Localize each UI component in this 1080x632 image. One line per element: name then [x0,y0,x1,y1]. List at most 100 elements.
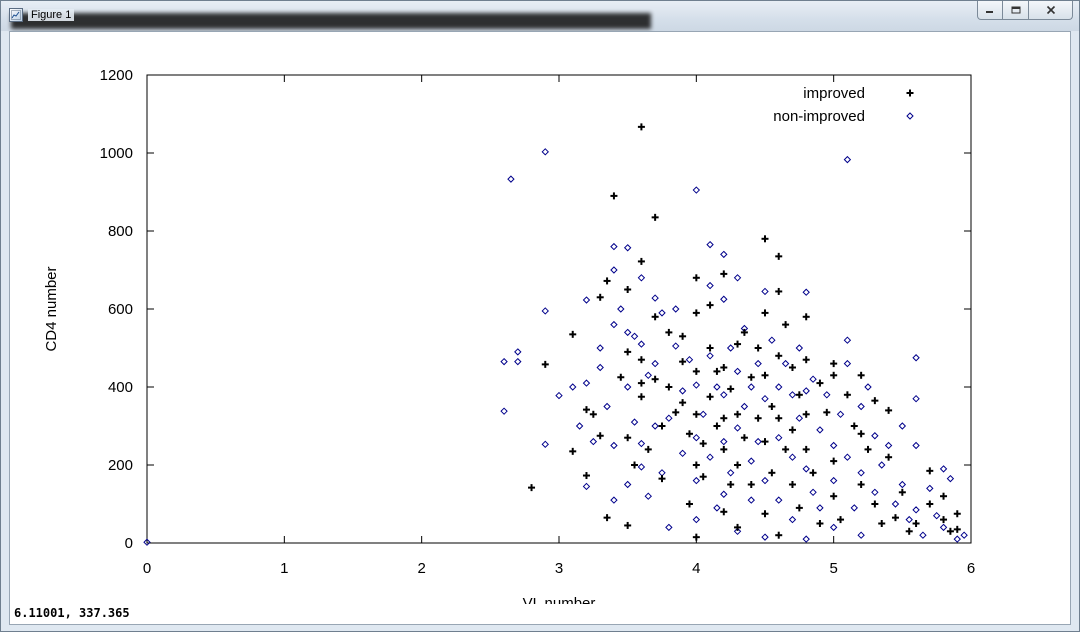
data-point-improved [788,481,796,488]
data-point-improved [775,414,783,422]
data-point-non-improved [143,538,151,546]
data-point-non-improved [726,344,735,352]
data-point-improved [775,352,783,360]
data-point-non-improved [720,295,728,303]
data-point-improved [734,340,742,348]
data-point-non-improved [912,506,920,514]
data-point-improved [850,422,858,430]
close-button[interactable] [1029,1,1073,20]
data-point-non-improved [637,340,646,348]
data-point-non-improved [706,453,714,461]
y-axis-label: CD4 number [43,266,60,351]
data-point-non-improved [665,523,673,532]
data-point-improved [603,514,611,522]
data-point-non-improved [706,281,714,290]
data-point-non-improved [610,441,618,450]
data-point-improved [953,525,961,533]
data-point-improved [651,313,659,321]
data-point-improved [775,531,783,539]
data-point-improved [857,430,865,438]
data-point-improved [830,360,838,368]
data-point-improved [665,383,673,391]
data-point-improved [637,393,645,401]
data-point-improved [679,332,687,340]
data-point-non-improved [829,523,838,532]
data-point-improved [569,447,577,455]
data-point-non-improved [809,375,817,383]
data-point-improved [754,414,762,422]
data-point-improved [864,445,872,453]
figure-app-icon[interactable] [9,8,23,22]
data-point-non-improved [960,531,968,539]
data-point-improved [782,445,790,453]
data-point-non-improved [596,363,604,372]
data-point-improved [720,445,728,453]
data-point-non-improved [692,186,701,194]
data-point-non-improved [788,391,797,399]
data-point-non-improved [706,240,714,249]
data-point-improved [713,367,721,375]
data-point-non-improved [610,320,618,329]
data-point-improved [802,356,810,364]
data-point-non-improved [953,535,961,543]
data-point-non-improved [582,379,591,387]
minimize-button[interactable] [977,1,1003,20]
data-point-non-improved [637,463,646,471]
data-point-non-improved [500,407,508,415]
data-point-improved [795,391,803,399]
data-point-improved [727,385,735,393]
data-point-improved [651,375,659,383]
data-point-improved [589,410,597,418]
data-point-improved [747,481,755,488]
data-point-improved [782,321,790,329]
data-point-improved [816,520,824,527]
data-point-improved [788,426,796,434]
data-point-non-improved [713,383,721,391]
data-point-non-improved [802,288,810,296]
data-point-improved [692,309,700,317]
data-point-improved [734,523,742,531]
data-point-improved [740,434,748,442]
title-bar[interactable]: Figure 1 [1,1,1079,31]
data-point-non-improved [623,480,632,489]
data-point-improved [878,520,886,527]
data-point-non-improved [816,426,824,434]
data-point-non-improved [747,383,755,391]
data-point-improved [637,257,645,265]
data-point-non-improved [603,402,611,411]
data-point-improved [830,371,838,379]
data-point-non-improved [898,422,907,430]
y-tick-label: 1000 [100,145,133,162]
data-point-non-improved [850,504,858,512]
data-point-non-improved [637,439,646,448]
data-point-non-improved [720,490,728,498]
maximize-button[interactable] [1003,1,1029,20]
data-point-non-improved [802,535,810,543]
data-point-non-improved [644,371,652,380]
data-point-non-improved [623,244,632,252]
data-point-non-improved [905,515,913,524]
y-axis: 0 200 400 600 800 1000 1200 [100,67,971,552]
data-point-improved [603,277,611,285]
data-point-improved [802,313,810,321]
data-point-improved [857,481,865,488]
x-tick-label: 1 [280,560,288,577]
y-tick-label: 200 [108,457,133,474]
data-point-improved [795,504,803,512]
y-tick-label: 800 [108,223,133,240]
data-point-non-improved [514,348,522,356]
data-point-improved [768,403,776,410]
data-point-improved [720,270,728,278]
x-tick-label: 4 [692,560,700,577]
data-point-improved [940,516,948,524]
data-point-improved [734,461,742,469]
data-point-non-improved [857,531,865,539]
data-point-non-improved [500,357,508,366]
data-point-non-improved [775,433,783,442]
data-point-improved [706,344,714,352]
data-point-non-improved [617,305,625,313]
window-controls [977,1,1073,21]
data-point-improved [692,367,700,375]
